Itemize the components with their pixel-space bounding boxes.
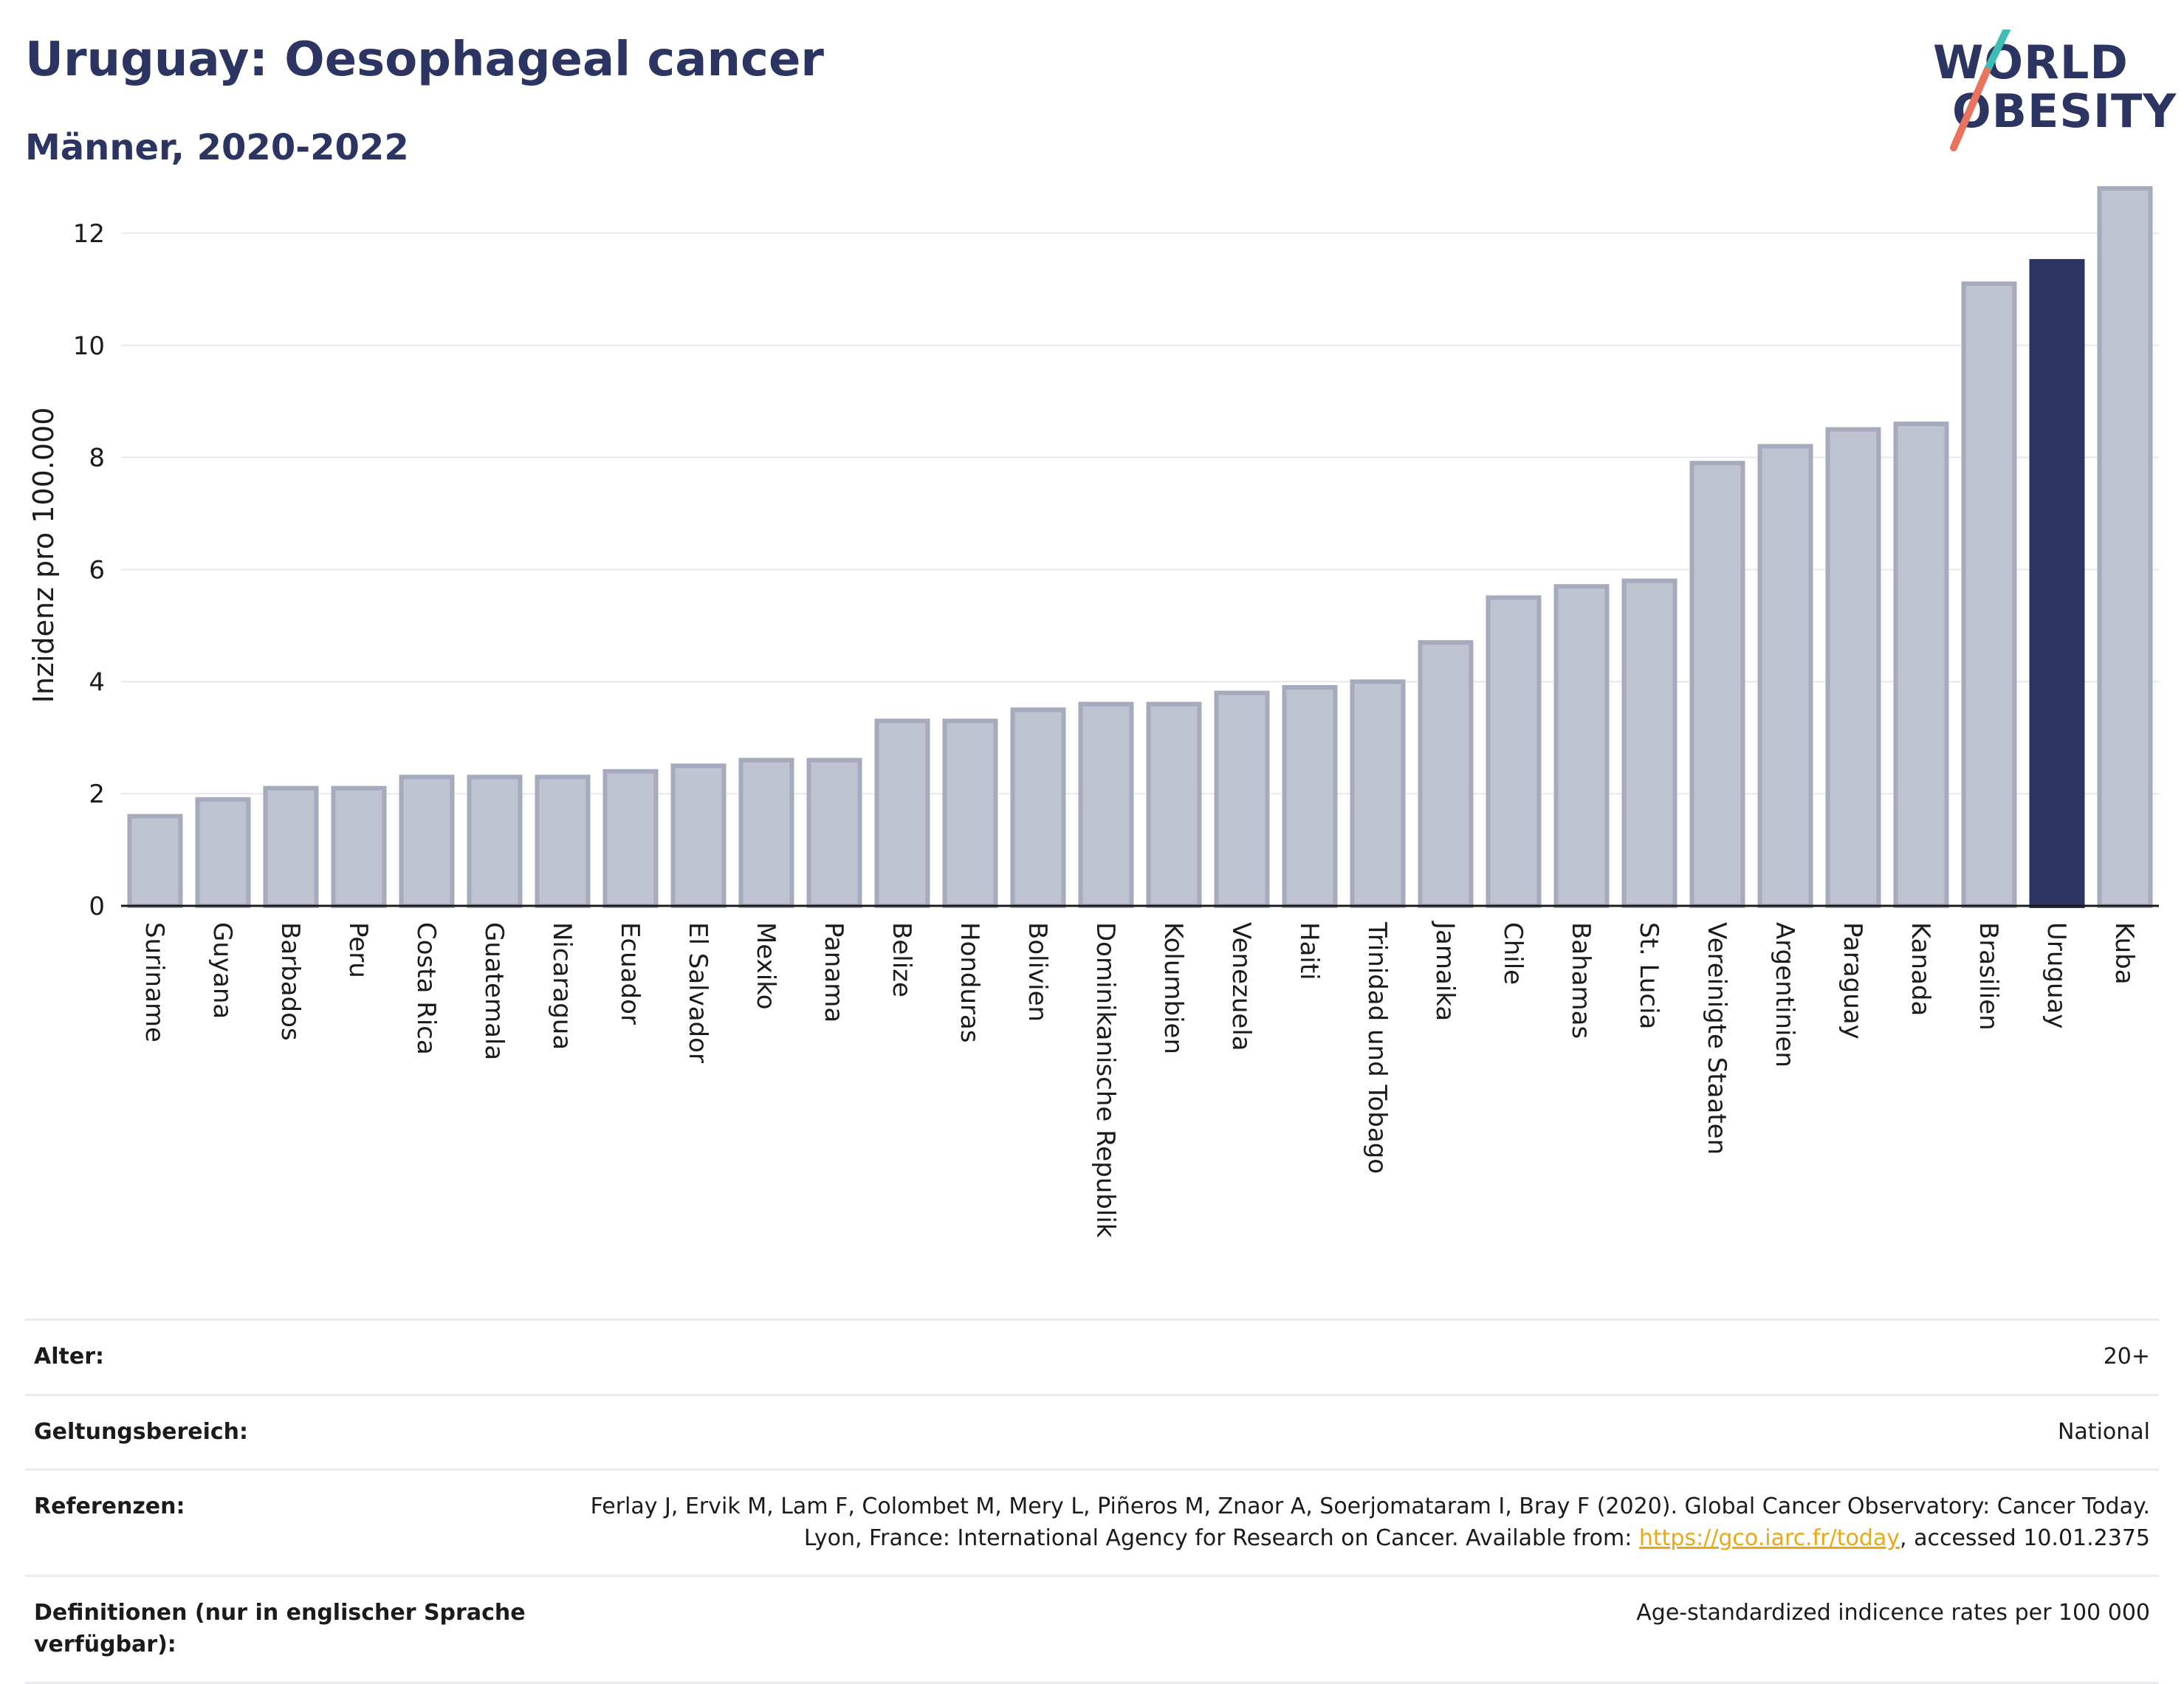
- y-tick-label: 8: [89, 444, 105, 473]
- x-tick-label: Uruguay: [2042, 922, 2071, 1029]
- meta-key: Alter:: [34, 1344, 104, 1369]
- bar: [127, 814, 183, 908]
- reference-text: Ferlay J, Ervik M, Lam F, Colombet M, Me…: [590, 1494, 2150, 1551]
- reference-link[interactable]: https://gco.iarc.fr/today: [1638, 1525, 1900, 1551]
- x-tick-label: Vereinigte Staaten: [1702, 922, 1731, 1155]
- x-tick-label: Paraguay: [1838, 922, 1867, 1039]
- bar-chart: 0 2 4 6 8 10 12 Suriname Guyana Barbados Peru Cost…: [27, 186, 2159, 1238]
- bar: [1214, 690, 1270, 908]
- world-obesity-logo[interactable]: WORLD OBESITY: [1929, 30, 2176, 155]
- metadata-table: Alter: 20+ Geltungsbereich: National Ref…: [25, 1319, 2159, 1684]
- logo-text-world: WORLD: [1933, 35, 2129, 89]
- x-tick-label: Barbados: [275, 922, 305, 1041]
- x-tick-label: Bolivien: [1023, 922, 1052, 1022]
- bar: [1486, 595, 1542, 909]
- y-tick-label: 4: [89, 667, 105, 697]
- x-tick-label: Ecuador: [615, 922, 645, 1025]
- bar: [738, 757, 794, 908]
- meta-key: Definitionen (nur in englischer Sprache …: [34, 1600, 526, 1657]
- x-tick-label: Dominikanische Republik: [1091, 922, 1120, 1238]
- bar: [467, 774, 523, 909]
- x-tick-label: Trinidad und Tobago: [1362, 921, 1392, 1174]
- y-tick-label: 0: [89, 892, 105, 921]
- bar: [1553, 584, 1610, 908]
- x-tick-label: El Salvador: [683, 922, 712, 1063]
- bar: [874, 718, 930, 909]
- bar: [1825, 427, 1881, 908]
- bar: [2029, 258, 2085, 908]
- bar: [399, 774, 455, 909]
- bar: [1757, 444, 1813, 908]
- bar: [263, 786, 319, 908]
- bar: [1146, 701, 1202, 909]
- grid-lines: [121, 232, 2159, 795]
- bar: [2097, 186, 2153, 908]
- reference-accessed: , accessed 10.01.2375: [1900, 1525, 2150, 1551]
- meta-row-scope: Geltungsbereich: National: [25, 1395, 2159, 1470]
- bar: [806, 757, 862, 908]
- bar: [1961, 281, 2017, 908]
- meta-row-age: Alter: 20+: [25, 1319, 2159, 1395]
- x-tick-label: Chile: [1498, 922, 1528, 985]
- meta-key: Geltungsbereich:: [34, 1418, 249, 1445]
- x-tick-label: Belize: [887, 922, 916, 997]
- meta-value: Age-standardized indicence rates per 100…: [1636, 1600, 2150, 1626]
- x-tick-label: Kolumbien: [1158, 922, 1188, 1054]
- x-tick-label: Peru: [343, 922, 373, 978]
- bar: [1282, 684, 1338, 909]
- bars: [127, 186, 2153, 909]
- x-tick-label: Jamaika: [1430, 921, 1460, 1021]
- bar: [942, 718, 998, 909]
- chart-subtitle: Männer, 2020-2022: [25, 127, 409, 168]
- bar: [1078, 701, 1134, 909]
- x-tick-label: Kuba: [2109, 922, 2139, 985]
- bar: [535, 774, 591, 909]
- x-tick-label: Argentinien: [1770, 922, 1799, 1068]
- y-tick-label: 6: [89, 555, 105, 585]
- bar: [1350, 679, 1406, 908]
- y-tick-label: 10: [73, 331, 105, 361]
- x-tick-labels: Suriname Guyana Barbados Peru Costa Rica Guat…: [140, 921, 2139, 1238]
- meta-row-definitions: Definitionen (nur in englischer Sprache …: [25, 1575, 2159, 1683]
- logo-slash-icon: [1950, 30, 2010, 151]
- meta-value: Ferlay J, Ervik M, Lam F, Colombet M, Me…: [574, 1470, 2159, 1576]
- bar: [331, 786, 387, 908]
- bar: [1418, 640, 1474, 909]
- x-tick-label: Guyana: [207, 922, 237, 1019]
- x-tick-label: Mexiko: [751, 922, 780, 1010]
- x-tick-label: Panama: [819, 922, 848, 1023]
- meta-key: Referenzen:: [34, 1494, 185, 1520]
- x-tick-label: Kanada: [1906, 922, 1935, 1016]
- y-axis-label: Inzidenz pro 100.000: [27, 408, 60, 704]
- x-tick-label: Costa Rica: [411, 922, 441, 1055]
- x-tick-label: Suriname: [140, 922, 169, 1042]
- x-tick-label: Haiti: [1294, 922, 1324, 980]
- x-tick-label: Nicaragua: [547, 922, 577, 1050]
- logo-text-obesity: OBESITY: [1952, 84, 2177, 138]
- chart-title: Uruguay: Oesophageal cancer: [25, 32, 824, 87]
- bar: [1010, 707, 1066, 908]
- meta-row-references: Referenzen: Ferlay J, Ervik M, Lam F, Co…: [25, 1469, 2159, 1576]
- x-tick-label: Guatemala: [479, 922, 509, 1060]
- bar: [1893, 422, 1949, 908]
- x-tick-label: St. Lucia: [1634, 922, 1663, 1029]
- bar: [602, 769, 659, 908]
- bar: [1621, 578, 1678, 909]
- meta-value: National: [2057, 1418, 2150, 1445]
- axes: 0 2 4 6 8 10 12: [73, 219, 2159, 921]
- y-tick-label: 2: [89, 780, 105, 809]
- y-tick-label: 12: [73, 219, 105, 249]
- x-tick-label: Venezuela: [1226, 922, 1256, 1051]
- x-tick-label: Brasilien: [1974, 922, 2003, 1031]
- bar: [195, 797, 251, 908]
- bar: [670, 763, 727, 909]
- bar: [1689, 461, 1745, 908]
- x-tick-label: Bahamas: [1566, 922, 1596, 1039]
- x-tick-label: Honduras: [955, 922, 984, 1043]
- meta-value: 20+: [2103, 1344, 2150, 1369]
